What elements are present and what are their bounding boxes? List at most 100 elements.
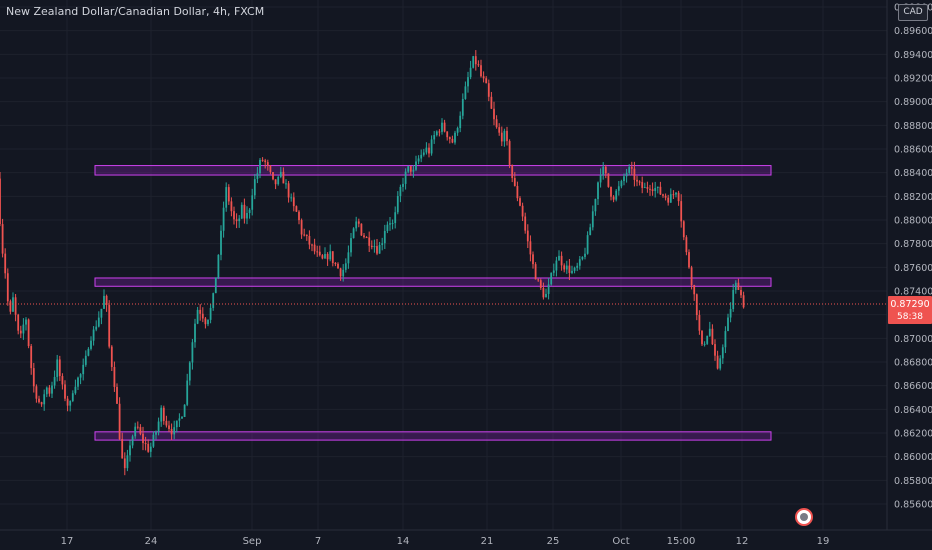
candle [521, 202, 524, 222]
candle-body [417, 158, 420, 162]
replay-marker-icon[interactable] [795, 508, 813, 526]
currency-button[interactable]: CAD [898, 4, 928, 21]
candle-body [178, 418, 181, 421]
candle-body [555, 260, 558, 271]
candle-body [503, 130, 506, 142]
candle-body [113, 366, 116, 387]
candle [365, 236, 368, 239]
candle-body [126, 455, 129, 469]
candle-body [638, 181, 641, 183]
candle-body [344, 263, 347, 270]
candle [116, 383, 118, 404]
candle [274, 179, 277, 190]
candle-body [558, 255, 560, 261]
candle-body [495, 119, 498, 128]
candle-body [144, 443, 147, 445]
candle [266, 159, 269, 171]
candle [386, 221, 389, 234]
grid [0, 0, 887, 530]
candle-body [365, 237, 368, 239]
candle [438, 129, 441, 137]
candle [610, 186, 612, 201]
candle-body [636, 179, 638, 182]
candle [285, 179, 287, 189]
candle [277, 175, 280, 186]
candle-body [339, 268, 342, 277]
last-price-tag-bg [888, 296, 932, 325]
candle-body [529, 241, 532, 255]
candle-body [617, 186, 620, 191]
candle-body [256, 173, 259, 180]
candle [360, 223, 363, 236]
candle [690, 265, 693, 290]
candle [66, 395, 69, 412]
candle-body [22, 324, 25, 334]
candle [22, 318, 25, 340]
candle [131, 434, 134, 449]
candle-body [118, 403, 121, 440]
candle-body [490, 96, 493, 109]
candle [519, 196, 521, 207]
candle [40, 401, 43, 407]
candle-body [110, 346, 113, 367]
price-tick-label: 0.87800 [894, 239, 932, 250]
candle-body [581, 256, 584, 260]
candle-body [220, 230, 222, 255]
candle [493, 101, 495, 126]
candle-body [677, 192, 680, 202]
candle [607, 173, 610, 188]
candle-body [506, 130, 508, 142]
candle [448, 136, 451, 144]
candle-body [430, 139, 433, 154]
candle-body [656, 186, 659, 189]
candle [415, 155, 417, 172]
candle [207, 319, 209, 327]
candle-body [9, 301, 12, 312]
price-tick-label: 0.85600 [894, 500, 932, 511]
candle-body [243, 204, 246, 219]
candle-body [186, 380, 189, 405]
candle [633, 161, 636, 187]
candle [136, 421, 139, 430]
support-resistance-zones [94, 165, 772, 441]
candle-body [274, 179, 277, 185]
candle [222, 201, 225, 238]
candle-body [285, 183, 287, 185]
candle [321, 254, 324, 260]
symbol-title: New Zealand Dollar/Canadian Dollar, 4h, … [6, 5, 265, 18]
candle [703, 341, 706, 347]
candle-body [108, 304, 111, 347]
candle-body [477, 64, 480, 66]
candle-body [526, 230, 529, 242]
candle-body [612, 196, 615, 200]
time-tick-label: 12 [736, 536, 749, 547]
candle-body [714, 344, 716, 356]
time-axis[interactable]: 17 24 Sep 7 14 21 25 Oct 15:00 12 19 [0, 529, 932, 547]
price-tick-label: 0.88600 [894, 145, 932, 156]
candle [685, 235, 688, 256]
candle-body [415, 161, 417, 170]
candle-body [373, 246, 376, 248]
candle [35, 384, 38, 403]
price-tick-label: 0.86400 [894, 405, 932, 416]
candle [516, 181, 519, 202]
time-tick-label: 17 [61, 536, 74, 547]
candle [594, 198, 597, 216]
candle [95, 320, 98, 332]
candle-body [64, 384, 66, 399]
candle [45, 386, 48, 398]
candle-body [191, 342, 194, 363]
candle-body [313, 244, 316, 252]
candle-body [599, 174, 602, 183]
candle-body [391, 223, 394, 225]
candle-body [602, 166, 605, 175]
candle-body [685, 237, 688, 253]
candle-body [259, 159, 261, 174]
candle [532, 251, 534, 269]
candle-body [485, 78, 488, 84]
candle [474, 50, 477, 71]
candle-body [690, 267, 693, 286]
candle [279, 166, 282, 179]
candle [25, 317, 27, 331]
